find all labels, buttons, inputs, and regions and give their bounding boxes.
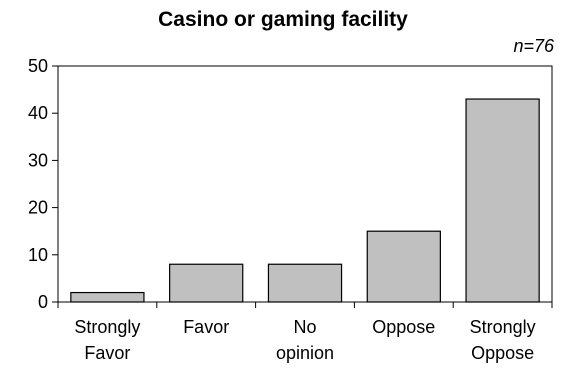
x-category-label: Strongly bbox=[470, 317, 536, 337]
x-category-label: Strongly bbox=[74, 317, 140, 337]
bar bbox=[70, 291, 145, 303]
y-tick-label: 30 bbox=[28, 150, 48, 170]
x-category-label: Favor bbox=[84, 343, 130, 363]
bar bbox=[366, 230, 441, 303]
sample-size-annotation: n=76 bbox=[513, 36, 554, 56]
y-tick-label: 50 bbox=[28, 56, 48, 76]
bar bbox=[169, 263, 244, 303]
x-category-label: Oppose bbox=[372, 317, 435, 337]
x-category-label: No bbox=[293, 317, 316, 337]
y-tick-label: 20 bbox=[28, 198, 48, 218]
x-category-label: Favor bbox=[183, 317, 229, 337]
bar bbox=[465, 98, 540, 303]
x-category-label: Oppose bbox=[471, 343, 534, 363]
y-tick-label: 0 bbox=[38, 292, 48, 312]
bar bbox=[267, 263, 343, 303]
chart-title: Casino or gaming facility bbox=[158, 8, 408, 31]
x-category-label: opinion bbox=[276, 343, 334, 363]
y-tick-label: 40 bbox=[28, 103, 48, 123]
y-tick-label: 10 bbox=[28, 245, 48, 265]
